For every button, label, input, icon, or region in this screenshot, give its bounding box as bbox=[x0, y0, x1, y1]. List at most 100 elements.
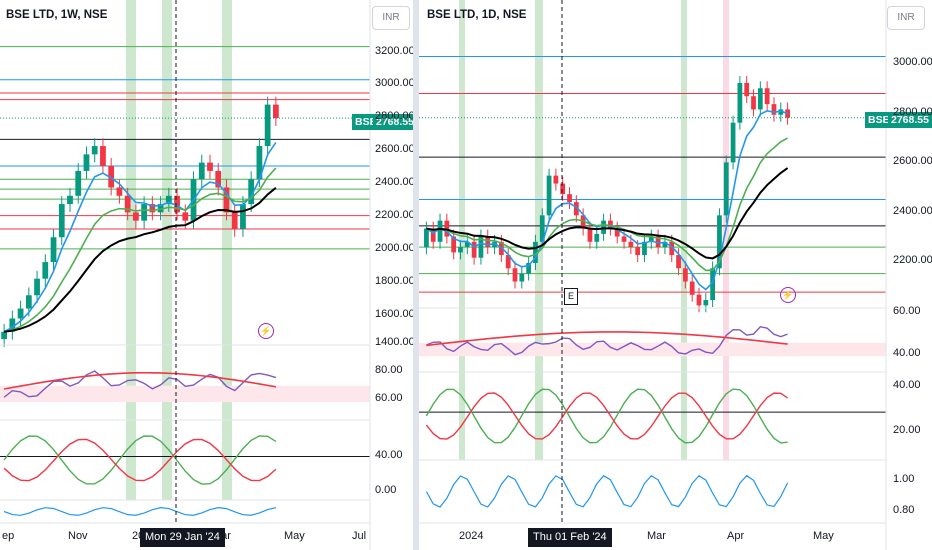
candle-body bbox=[703, 300, 709, 306]
candle-body bbox=[240, 204, 246, 229]
rsi-line bbox=[3, 370, 277, 398]
price-tick-label: 2600.00 bbox=[893, 155, 932, 167]
candle-body bbox=[437, 220, 443, 242]
price-tick-label: 2400.00 bbox=[375, 176, 415, 188]
lightning-icon[interactable]: ⚡ bbox=[780, 287, 796, 303]
candle-body bbox=[560, 183, 566, 195]
candle-body bbox=[751, 96, 756, 110]
lightning-icon[interactable]: ⚡ bbox=[258, 323, 274, 339]
candle-body bbox=[539, 215, 545, 242]
price-tick-label: 2000.00 bbox=[375, 242, 415, 254]
candle-body bbox=[655, 236, 661, 248]
right-chart-panel[interactable]: BSE LTD, 1D, NSE INR BSE 2768.55 3000.00… bbox=[419, 0, 932, 550]
volatility-line bbox=[3, 507, 277, 516]
candle-body bbox=[1, 331, 7, 340]
candle-body bbox=[567, 194, 572, 203]
di-minus-line bbox=[3, 438, 277, 482]
candle-body bbox=[608, 220, 613, 229]
oscillator-tick-label: 40.00 bbox=[893, 379, 921, 391]
candle-body bbox=[273, 104, 279, 119]
ema-fast-line bbox=[3, 141, 277, 333]
rsi-line bbox=[426, 325, 788, 356]
candle-body bbox=[430, 228, 436, 242]
highlight-column bbox=[162, 0, 172, 500]
time-tick-label: May bbox=[813, 530, 834, 542]
left-chart-title: BSE LTD, 1W, NSE bbox=[6, 9, 108, 21]
price-tick-label: 2600.00 bbox=[375, 143, 415, 155]
candle-body bbox=[215, 170, 222, 188]
right-currency-button[interactable]: INR bbox=[887, 6, 925, 30]
oscillator-tick-label: 80.00 bbox=[375, 364, 403, 376]
candle-body bbox=[696, 294, 702, 306]
ema-slow-line bbox=[426, 167, 789, 260]
highlight-column bbox=[459, 0, 465, 460]
candle-body bbox=[58, 204, 65, 238]
time-tick-label: ep bbox=[2, 530, 15, 542]
candle-body bbox=[124, 195, 131, 213]
volatility-line bbox=[425, 474, 789, 508]
candle-body bbox=[682, 268, 688, 282]
candle-body bbox=[198, 162, 205, 180]
candle-body bbox=[133, 212, 139, 221]
price-tick-label: 3000.00 bbox=[893, 56, 932, 68]
candle-body bbox=[34, 278, 40, 296]
candle-body bbox=[662, 241, 668, 248]
oscillator-tick-label: 20.00 bbox=[893, 424, 921, 436]
candle-body bbox=[116, 187, 123, 196]
highlight-column bbox=[681, 0, 687, 460]
candle-body bbox=[730, 122, 736, 163]
candle-body bbox=[451, 236, 457, 253]
pane-divider[interactable] bbox=[413, 0, 419, 550]
candle-body bbox=[580, 215, 586, 229]
highlight-column bbox=[126, 0, 136, 500]
candle-body bbox=[464, 241, 470, 248]
left-chart-panel[interactable]: BSE LTD, 1W, NSE INR BSE 2768.55 3200.00… bbox=[0, 0, 417, 550]
candle-body bbox=[231, 212, 238, 229]
rsi-ma-line bbox=[3, 371, 277, 390]
oscillator-tick-label: 60.00 bbox=[893, 305, 921, 317]
candle-body bbox=[505, 255, 511, 269]
candle-body bbox=[223, 187, 230, 213]
candle-body bbox=[100, 146, 106, 166]
candle-body bbox=[25, 295, 32, 309]
candle-body bbox=[424, 228, 429, 248]
candle-body bbox=[471, 241, 477, 258]
candle-body bbox=[174, 195, 180, 213]
price-tick-label: 3200.00 bbox=[375, 45, 415, 57]
candle-body bbox=[182, 212, 189, 221]
candle-body bbox=[553, 175, 559, 184]
candle-body bbox=[478, 236, 484, 258]
candle-body bbox=[764, 88, 770, 105]
left-currency-button[interactable]: INR bbox=[372, 6, 410, 30]
candle-body bbox=[642, 241, 647, 256]
ema-mid-line bbox=[3, 167, 277, 333]
ema-slow-line bbox=[3, 187, 277, 333]
price-tick-label: 2800.00 bbox=[375, 110, 415, 122]
candle-body bbox=[737, 82, 743, 123]
di-plus-line bbox=[3, 435, 277, 485]
candle-body bbox=[785, 109, 790, 118]
candle-body bbox=[594, 233, 600, 242]
candle-body bbox=[614, 228, 620, 237]
candle-body bbox=[676, 255, 681, 269]
candle-body bbox=[50, 237, 57, 263]
right-chart-canvas[interactable] bbox=[419, 0, 932, 550]
left-chart-canvas[interactable] bbox=[0, 0, 413, 550]
candle-body bbox=[248, 179, 255, 205]
di-plus-line bbox=[425, 388, 788, 444]
earnings-marker[interactable]: E bbox=[564, 288, 578, 305]
price-tick-label: 1800.00 bbox=[375, 275, 415, 287]
candle-body bbox=[723, 162, 729, 216]
candle-body bbox=[512, 268, 518, 282]
di-minus-line bbox=[425, 392, 788, 440]
candle-body bbox=[757, 88, 763, 110]
candle-body bbox=[689, 281, 695, 295]
oscillator-tick-label: 0.00 bbox=[375, 484, 397, 496]
candle-body bbox=[141, 204, 147, 221]
price-tick-label: 1400.00 bbox=[375, 336, 415, 348]
price-tick-label: 2800.00 bbox=[893, 106, 932, 118]
oscillator-tick-label: 40.00 bbox=[375, 449, 403, 461]
highlight-column bbox=[222, 0, 232, 500]
candle-body bbox=[533, 241, 538, 263]
left-crosshair-date: Mon 29 Jan '24 bbox=[140, 528, 225, 547]
